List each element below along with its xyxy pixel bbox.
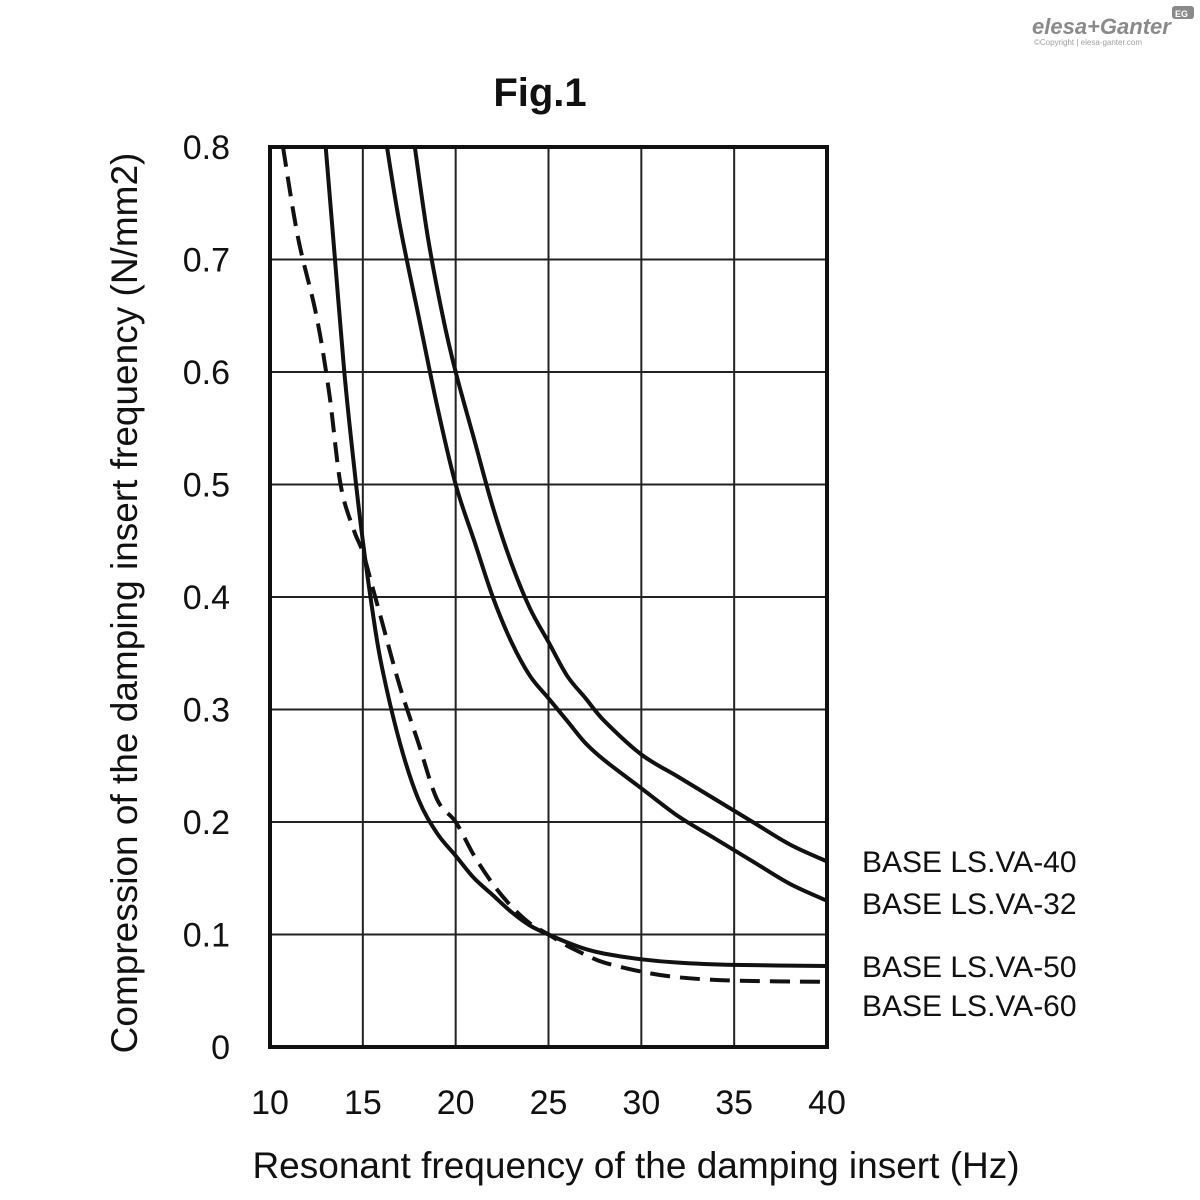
series-line-base-ls-va-60 [281, 146, 828, 984]
x-tick-label: 25 [530, 1084, 568, 1122]
legend-entry: BASE LS.VA-40 [862, 846, 1077, 879]
series-lines [281, 146, 828, 984]
series-line-base-ls-va-50 [323, 146, 828, 968]
y-tick-label: 0.8 [183, 129, 230, 167]
brand-logo-text: elesa+Ganter [1032, 14, 1172, 39]
brand-copyright: ©Copyright | elesa-ganter.com [1034, 38, 1142, 47]
x-tick-label: 20 [437, 1084, 475, 1122]
brand-badge-text: EG [1175, 9, 1188, 19]
grid-lines [270, 147, 827, 1047]
chart-title: Fig.1 [493, 71, 586, 115]
y-tick-label: 0.3 [183, 692, 230, 730]
x-tick-label: 40 [808, 1084, 846, 1122]
legend-entry: BASE LS.VA-60 [862, 990, 1077, 1023]
y-tick-label: 0.7 [183, 242, 230, 280]
y-tick-label: 0.2 [183, 804, 230, 842]
y-tick-label: 0.1 [183, 917, 230, 955]
x-axis-label: Resonant frequency of the damping insert… [252, 1145, 1019, 1186]
legend-entry: BASE LS.VA-50 [862, 951, 1077, 984]
legend-entry: BASE LS.VA-32 [862, 888, 1077, 921]
y-tick-label: 0.6 [183, 354, 230, 392]
y-axis-label: Compression of the damping insert freque… [104, 153, 145, 1054]
series-line-base-ls-va-40 [412, 146, 828, 864]
x-tick-label: 15 [344, 1084, 382, 1122]
brand-logo: elesa+Ganter EG ©Copyright | elesa-gante… [1032, 6, 1194, 47]
y-tick-labels: 0 0.1 0.2 0.3 0.4 0.5 0.6 0.7 0.8 [183, 129, 230, 1067]
x-tick-labels: 10 15 20 25 30 35 40 [251, 1084, 846, 1122]
y-tick-label: 0.4 [183, 579, 230, 617]
x-tick-label: 35 [715, 1084, 753, 1122]
plot-frame [268, 145, 829, 1049]
y-tick-label: 0.5 [183, 467, 230, 505]
series-legend: BASE LS.VA-40 BASE LS.VA-32 BASE LS.VA-50 B… [862, 846, 1077, 1023]
series-line-base-ls-va-32 [385, 146, 828, 903]
y-tick-label: 0 [211, 1029, 230, 1067]
x-tick-label: 10 [251, 1084, 289, 1122]
x-tick-label: 30 [622, 1084, 660, 1122]
brand-badge-box [1172, 6, 1194, 19]
